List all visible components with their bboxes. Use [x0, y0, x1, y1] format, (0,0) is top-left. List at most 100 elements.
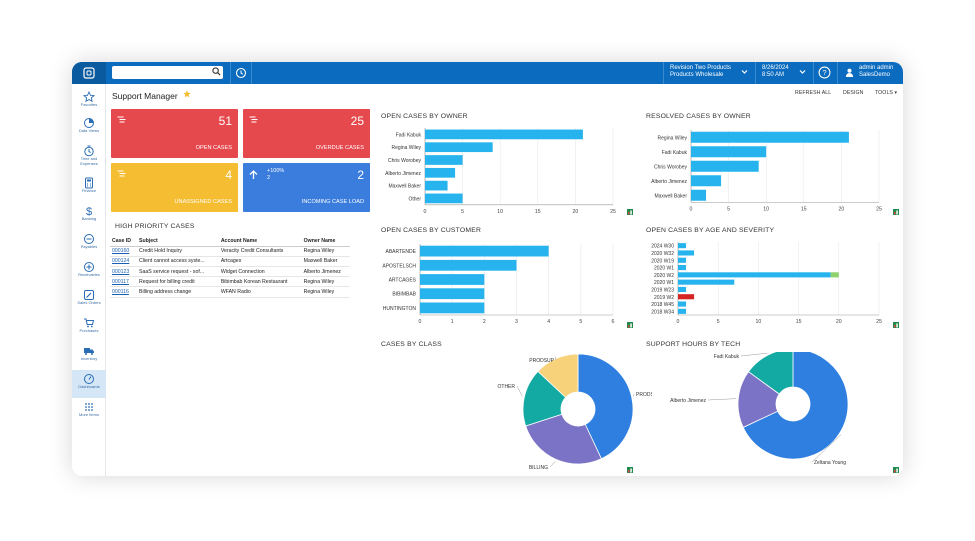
company-selector[interactable]: Revision Two Products Products Wholesale [663, 62, 753, 84]
export-excel-icon[interactable] [893, 209, 899, 215]
x-tick-label: 10 [497, 209, 503, 215]
table-row[interactable]: 000117 Request for billing credit Bibimbab… [110, 276, 350, 288]
sidebar-item-data-views[interactable]: Data Views [72, 114, 106, 142]
x-tick-label: 0 [690, 207, 693, 213]
table-row[interactable]: 000123 SaaS service request - sof... Widge… [110, 266, 350, 278]
pie-slice[interactable] [577, 353, 634, 460]
x-tick-label: 0 [424, 209, 427, 215]
pie-slice[interactable] [537, 353, 579, 398]
table-row[interactable]: 000124 Client cannot access syste... Artca… [110, 256, 350, 267]
tile-incoming-case-load[interactable]: +100% 2 2 INCOMING CASE LOAD [243, 163, 370, 212]
user-menu[interactable]: admin admin SalesDemo [837, 62, 903, 84]
sidebar-item-dashboards[interactable]: Dashboards [72, 370, 106, 398]
bar[interactable] [425, 193, 463, 204]
column-header[interactable]: Subject [137, 236, 219, 247]
tile-overdue-cases[interactable]: 25 OVERDUE CASES [243, 109, 370, 158]
sidebar-item-receivables[interactable]: Receivables [72, 258, 106, 286]
column-header[interactable]: Case ID [110, 236, 137, 247]
sidebar-item-inventory[interactable]: Inventory [72, 342, 106, 370]
sidebar-item-time-and-expenses[interactable]: Time and Expenses [72, 142, 106, 170]
tile-value: 2 [357, 168, 364, 182]
tile-unassigned-cases[interactable]: 4 UNASSIGNED CASES [111, 163, 238, 212]
category-label: Regina Wiley [658, 135, 688, 141]
bar[interactable] [425, 155, 463, 165]
sidebar-item-payables[interactable]: Payables [72, 230, 106, 258]
bar[interactable] [678, 264, 687, 271]
bar[interactable] [425, 142, 493, 153]
bar[interactable] [678, 294, 695, 300]
bar[interactable] [678, 308, 687, 314]
export-excel-icon[interactable] [893, 322, 899, 328]
bar[interactable] [420, 274, 485, 285]
bar[interactable] [425, 167, 456, 178]
bar[interactable] [425, 129, 583, 140]
export-excel-icon[interactable] [893, 467, 899, 473]
bar[interactable] [691, 131, 849, 143]
export-excel-icon[interactable] [627, 209, 633, 215]
star-icon[interactable] [183, 90, 191, 98]
table-cell: Client cannot access syste... [137, 256, 219, 267]
bar[interactable] [678, 286, 687, 293]
pie-slice[interactable] [525, 413, 602, 465]
bar[interactable] [691, 146, 767, 158]
bar[interactable] [420, 245, 549, 257]
bar[interactable] [678, 272, 831, 278]
tile-value: 4 [225, 168, 232, 182]
case-id-link[interactable]: 000123 [110, 266, 137, 278]
tile-label: UNASSIGNED CASES [174, 199, 232, 205]
bar[interactable] [678, 279, 735, 285]
bar[interactable] [830, 272, 839, 278]
history-icon[interactable] [230, 62, 252, 84]
case-id-link[interactable]: 000124 [110, 256, 137, 267]
date-selector[interactable]: 8/26/2024 8:50 AM [755, 62, 811, 84]
high-priority-title: HIGH PRIORITY CASES [115, 223, 195, 230]
bar[interactable] [691, 189, 707, 201]
sidebar-item-sales-orders[interactable]: Sales Orders [72, 286, 106, 314]
bar[interactable] [691, 175, 722, 187]
tile-open-cases[interactable]: 51 OPEN CASES [111, 109, 238, 158]
sidebar-item-finance[interactable]: Finance [72, 174, 106, 202]
bar[interactable] [678, 250, 695, 256]
export-excel-icon[interactable] [627, 467, 633, 473]
export-excel-icon[interactable] [627, 322, 633, 328]
pie-slice[interactable] [742, 352, 849, 460]
bar[interactable] [420, 302, 485, 314]
bar[interactable] [425, 180, 448, 191]
search-input[interactable] [112, 66, 223, 79]
table-row[interactable]: 000116 Billing address change WFAN Radio Re… [110, 286, 350, 298]
table-row[interactable]: 000160 Credit Hold Inquiry Veracity Credit… [110, 246, 350, 257]
case-id-link[interactable]: 000116 [110, 286, 137, 298]
tools-menu-button[interactable]: TOOLS ▾ [875, 90, 897, 96]
pie-slice[interactable] [747, 352, 794, 395]
tools-label: TOOLS [875, 90, 893, 96]
category-label: Other [408, 196, 421, 202]
category-label: Maxwell Baker [388, 184, 421, 190]
leader-line [549, 461, 556, 468]
sidebar-item-more-items[interactable]: More Items [72, 398, 106, 426]
design-button[interactable]: DESIGN [843, 90, 864, 96]
table-cell: Widget Connection [218, 266, 302, 278]
sidebar-item-banking[interactable]: $ Banking [72, 202, 106, 230]
sidebar-item-label: Data Views [78, 128, 100, 133]
gauge-icon [84, 374, 94, 384]
x-tick-label: 25 [610, 209, 616, 215]
refresh-all-button[interactable]: REFRESH ALL [795, 90, 832, 96]
bar[interactable] [420, 288, 485, 300]
help-button[interactable]: ? [813, 62, 835, 84]
case-id-link[interactable]: 000117 [110, 276, 137, 288]
search-icon[interactable] [212, 67, 221, 76]
case-id-link[interactable]: 000160 [110, 246, 137, 257]
bar[interactable] [420, 259, 517, 271]
tile-value: 51 [218, 114, 232, 128]
column-header[interactable]: Account Name [218, 236, 302, 247]
sidebar-item-favorites[interactable]: Favorites [72, 88, 106, 116]
bar[interactable] [678, 301, 687, 307]
category-label: 2020 W1 [654, 266, 674, 272]
bar[interactable] [691, 160, 759, 172]
star-icon [83, 91, 95, 103]
logo-icon[interactable] [72, 62, 106, 84]
bar[interactable] [678, 243, 687, 249]
sidebar-item-purchases[interactable]: Purchases [72, 314, 106, 342]
bar[interactable] [678, 257, 687, 263]
column-header[interactable]: Owner Name [301, 236, 350, 247]
